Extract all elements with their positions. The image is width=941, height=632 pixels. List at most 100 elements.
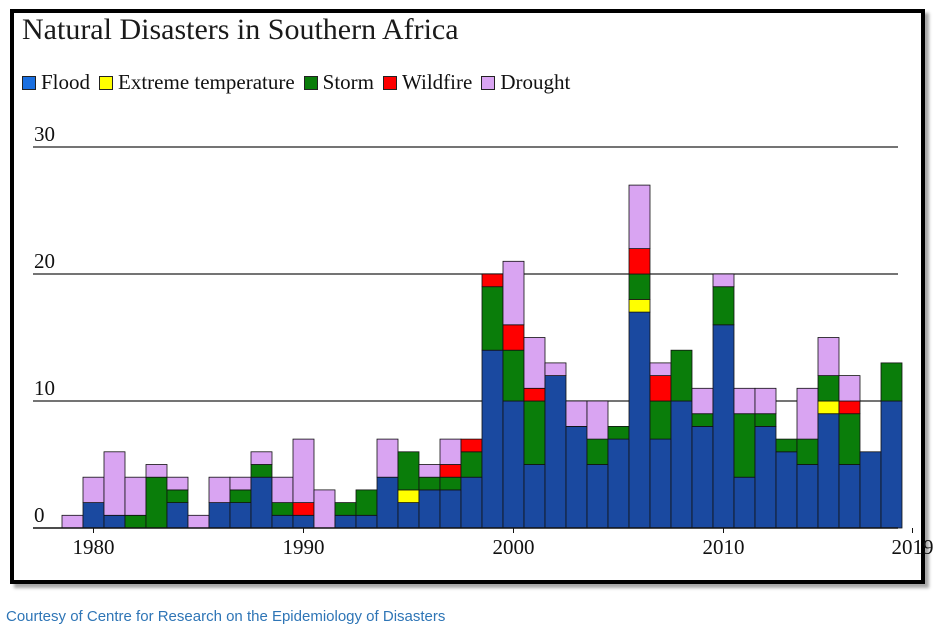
bar-segment-storm bbox=[334, 502, 357, 516]
bar-segment-flood bbox=[397, 502, 420, 529]
bar-segment-storm bbox=[838, 413, 861, 465]
bar-segment-extreme-temperature bbox=[397, 489, 420, 503]
bar-segment-extreme-temperature bbox=[817, 400, 840, 415]
bar-segment-flood bbox=[607, 438, 630, 529]
bar-segment-storm bbox=[880, 362, 903, 402]
x-tick-label: 1990 bbox=[283, 535, 325, 559]
gridlines bbox=[33, 146, 898, 402]
legend-swatch-drought bbox=[481, 75, 496, 90]
bar-segment-drought bbox=[838, 375, 861, 402]
chart-legend: Flood Extreme temperature Storm Wildfire… bbox=[22, 70, 579, 95]
bar-segment-storm bbox=[754, 413, 777, 427]
bar-segment-flood bbox=[859, 451, 882, 529]
legend-item-storm: Storm bbox=[303, 70, 375, 95]
bar-segment-flood bbox=[817, 413, 840, 529]
bar-segment-storm bbox=[355, 489, 378, 516]
bar-segment-drought bbox=[649, 362, 672, 376]
bar-segment-wildfire bbox=[649, 375, 672, 402]
bar-segment-flood bbox=[733, 476, 756, 529]
bar-segment-flood bbox=[712, 324, 735, 529]
bar-segment-drought bbox=[145, 464, 168, 478]
x-tick-label: 2000 bbox=[493, 535, 535, 559]
bar-segment-drought bbox=[691, 387, 714, 415]
bar-segment-flood bbox=[418, 489, 441, 529]
legend-label-storm: Storm bbox=[322, 70, 375, 94]
bar-segment-flood bbox=[754, 425, 777, 529]
bar-segment-flood bbox=[208, 502, 231, 529]
bar-segment-flood bbox=[250, 476, 273, 529]
bar-segment-storm bbox=[607, 425, 630, 440]
bar-segment-flood bbox=[544, 375, 567, 529]
legend-label-drought: Drought bbox=[500, 70, 571, 94]
bar-segment-drought bbox=[439, 438, 462, 465]
legend-swatch-flood bbox=[22, 75, 36, 90]
bar-segment-drought bbox=[712, 273, 735, 288]
bar-segment-storm bbox=[628, 273, 651, 300]
legend-item-flood: Flood bbox=[22, 70, 90, 95]
bar-segment-storm bbox=[733, 413, 756, 478]
legend-label-flood: Flood bbox=[41, 70, 91, 94]
bar-segment-flood bbox=[796, 464, 819, 529]
bar-segment-storm bbox=[460, 451, 483, 478]
bar-segment-flood bbox=[460, 476, 483, 529]
y-tick-label: 10 bbox=[34, 376, 55, 400]
legend-item-wildfire: Wildfire bbox=[383, 70, 472, 95]
bar-segment-flood bbox=[502, 400, 525, 529]
bar-segment-storm bbox=[145, 476, 168, 529]
bar-segment-drought bbox=[103, 451, 126, 516]
x-tick-label: 2019 bbox=[892, 535, 934, 559]
bar-segment-flood bbox=[229, 502, 252, 529]
bar-segment-storm bbox=[712, 286, 735, 326]
legend-swatch-wildfire bbox=[383, 75, 398, 90]
legend-swatch-storm bbox=[303, 75, 318, 90]
bar-segment-drought bbox=[544, 362, 567, 376]
bar-segment-storm bbox=[397, 451, 420, 491]
bar-segment-flood bbox=[166, 502, 189, 529]
y-tick-label: 20 bbox=[34, 249, 55, 273]
bars bbox=[61, 184, 903, 529]
bar-segment-storm bbox=[586, 438, 609, 465]
bar-segment-drought bbox=[565, 400, 588, 427]
bar-segment-wildfire bbox=[481, 273, 504, 288]
bar-segment-storm bbox=[481, 286, 504, 351]
bar-segment-storm bbox=[502, 349, 525, 402]
bar-segment-flood bbox=[103, 514, 126, 529]
bar-segment-drought bbox=[502, 260, 525, 326]
axes: 0 10 20 30 1980 1990 2000 2010 2019 bbox=[33, 122, 934, 559]
source-credit: Courtesy of Centre for Research on the E… bbox=[6, 608, 446, 625]
bar-segment-drought bbox=[733, 387, 756, 415]
bar-segment-wildfire bbox=[523, 387, 546, 402]
bar-segment-wildfire bbox=[628, 248, 651, 275]
bar-segment-flood bbox=[586, 464, 609, 529]
bar-segment-drought bbox=[250, 451, 273, 465]
bar-segment-wildfire bbox=[439, 464, 462, 478]
chart-title: Natural Disasters in Southern Africa bbox=[22, 13, 459, 46]
bar-segment-flood bbox=[691, 425, 714, 529]
bar-segment-drought bbox=[523, 337, 546, 389]
bar-segment-drought bbox=[817, 337, 840, 376]
bar-segment-wildfire bbox=[460, 438, 483, 453]
bar-segment-flood bbox=[334, 514, 357, 529]
bar-segment-drought bbox=[271, 476, 294, 504]
bar-segment-flood bbox=[628, 311, 651, 529]
bar-segment-drought bbox=[124, 476, 147, 516]
bar-segment-flood bbox=[481, 349, 504, 529]
bar-segment-storm bbox=[418, 476, 441, 491]
bar-segment-storm bbox=[166, 489, 189, 503]
bar-segment-drought bbox=[313, 489, 336, 529]
y-tick-label: 30 bbox=[34, 122, 55, 146]
bar-segment-flood bbox=[565, 425, 588, 529]
bar-segment-drought bbox=[166, 476, 189, 491]
bar-segment-drought bbox=[418, 464, 441, 478]
legend-item-drought: Drought bbox=[481, 70, 570, 95]
bar-segment-flood bbox=[880, 400, 903, 529]
bar-segment-storm bbox=[796, 438, 819, 465]
x-tick-label: 2010 bbox=[703, 535, 745, 559]
bar-segment-drought bbox=[208, 476, 231, 504]
legend-label-extreme-temperature: Extreme temperature bbox=[118, 70, 295, 94]
bar-segment-storm bbox=[817, 375, 840, 402]
bar-segment-drought bbox=[796, 387, 819, 440]
bar-segment-storm bbox=[775, 438, 798, 453]
bar-segment-flood bbox=[82, 502, 105, 529]
bar-segment-storm bbox=[229, 489, 252, 503]
